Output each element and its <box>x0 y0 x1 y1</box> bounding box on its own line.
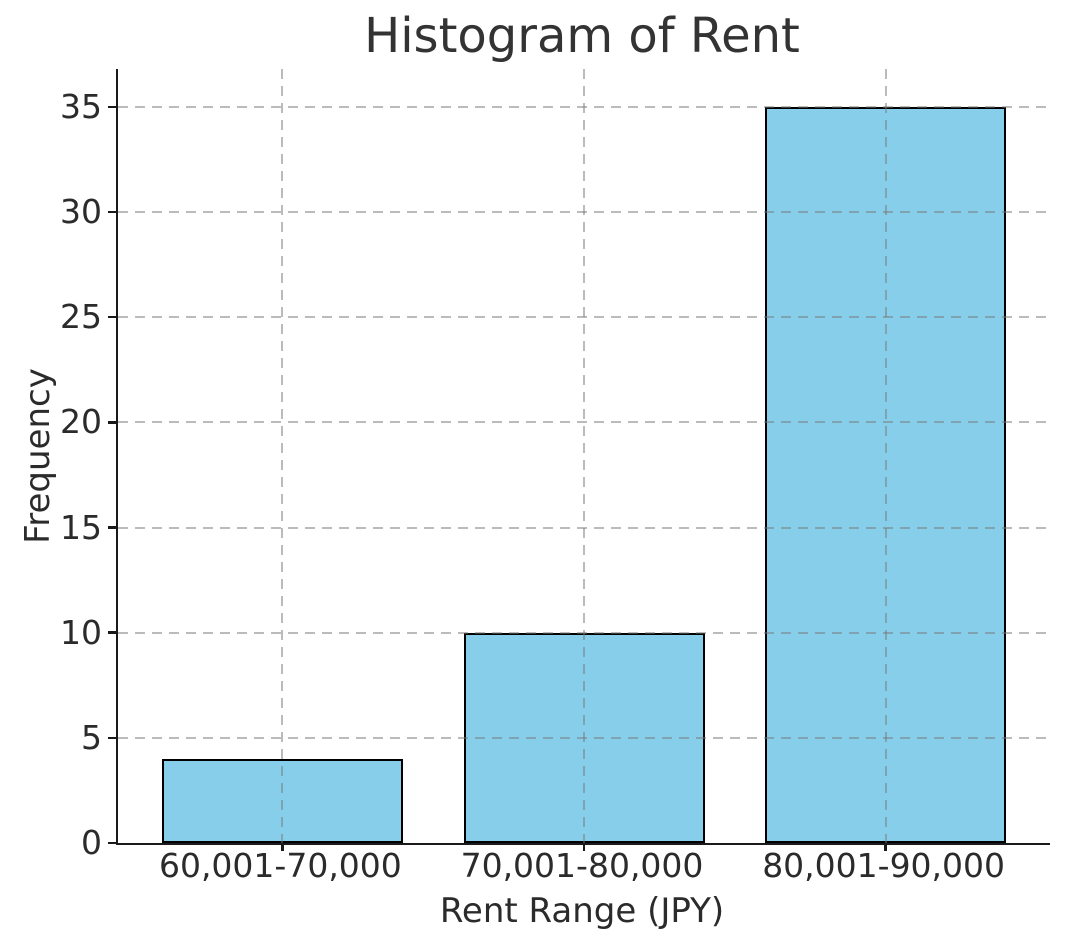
bar <box>161 758 403 843</box>
gridline-vertical <box>281 69 284 843</box>
x-axis-label: Rent Range (JPY) <box>439 891 725 931</box>
y-tick-label: 30 <box>60 192 102 232</box>
chart-title: Histogram of Rent <box>364 8 800 64</box>
bar <box>765 106 1007 843</box>
y-tick-label: 25 <box>60 297 102 337</box>
y-tick-label: 15 <box>60 507 102 547</box>
y-tick-label: 35 <box>60 86 102 126</box>
y-tick-mark <box>107 841 116 845</box>
y-tick-mark <box>107 315 116 319</box>
plot-area <box>107 69 1050 851</box>
y-tick-label: 20 <box>60 402 102 442</box>
bar <box>463 632 705 843</box>
y-tick-label: 5 <box>81 717 102 757</box>
y-tick-mark <box>107 421 116 424</box>
y-tick-label: 10 <box>60 612 102 652</box>
x-tick-mark <box>582 843 586 851</box>
x-tick-mark <box>281 843 284 851</box>
x-tick-mark <box>884 843 887 851</box>
y-tick-mark <box>107 526 116 529</box>
y-tick-label: 0 <box>81 823 102 862</box>
y-tick-mark <box>107 631 116 634</box>
x-tick-label: 80,001-90,000 <box>762 846 1006 885</box>
y-tick-mark <box>107 105 116 109</box>
y-tick-mark <box>107 210 116 214</box>
x-tick-label: 60,001-70,000 <box>158 846 402 885</box>
x-tick-label: 70,001-80,000 <box>460 846 704 885</box>
y-tick-mark <box>107 736 116 740</box>
